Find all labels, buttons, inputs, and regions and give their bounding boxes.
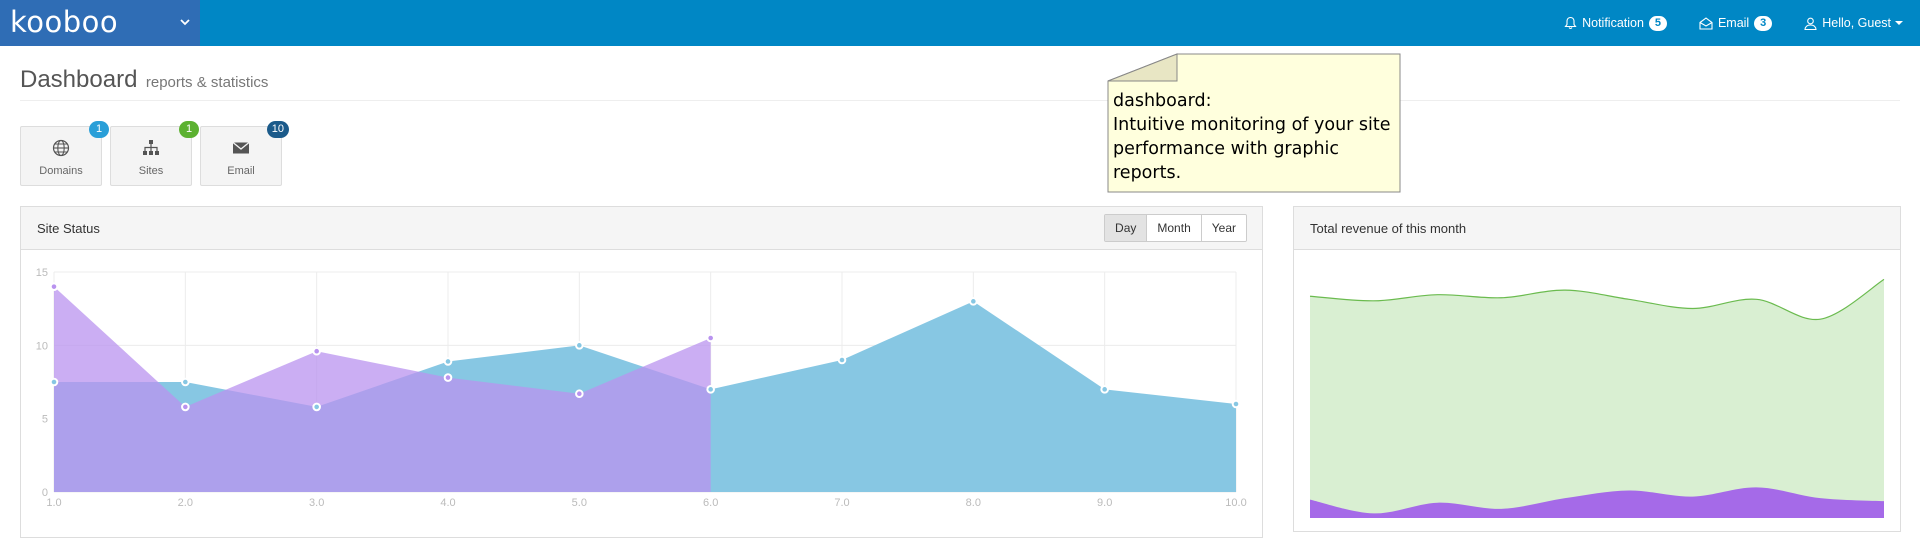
user-greeting: Hello, Guest xyxy=(1822,16,1891,30)
email-label: Email xyxy=(1717,16,1750,30)
tooltip-text: dashboard: Intuitive monitoring of your … xyxy=(1113,89,1393,185)
tile-label: Sites xyxy=(138,165,164,177)
x-tick-label: 10.0 xyxy=(1225,497,1246,509)
tile-email[interactable]: Email 10 xyxy=(200,121,289,186)
data-point xyxy=(49,282,59,291)
x-tick-label: 7.0 xyxy=(834,497,849,509)
site-status-header: Site Status Day Month Year xyxy=(21,207,1262,250)
y-tick-label: 10 xyxy=(36,340,48,352)
revenue-line xyxy=(1309,278,1885,321)
notification-menu[interactable]: Notification 5 xyxy=(1564,15,1667,31)
tile-badge: 10 xyxy=(266,121,289,138)
data-point xyxy=(49,377,59,387)
globe-icon xyxy=(52,139,70,157)
y-tick-label: 15 xyxy=(36,267,48,279)
sitemap-icon xyxy=(143,140,159,155)
envelope-icon xyxy=(232,141,250,154)
email-menu[interactable]: Email 3 xyxy=(1699,15,1773,31)
tooltip-body: Intuitive monitoring of your site perfor… xyxy=(1113,115,1391,183)
tile-badge: 1 xyxy=(89,121,109,138)
x-tick-label: 6.0 xyxy=(703,497,718,509)
user-menu[interactable]: Hello, Guest xyxy=(1804,16,1908,30)
tile-label: Domains xyxy=(39,165,83,177)
data-point xyxy=(312,346,321,356)
notification-label: Notification xyxy=(1582,16,1644,30)
envelope-open-icon xyxy=(1699,16,1713,30)
data-point xyxy=(969,297,978,306)
data-point xyxy=(575,389,584,399)
panel-title: Site Status xyxy=(37,221,100,236)
notification-count-badge: 5 xyxy=(1648,15,1667,31)
tile-badge: 1 xyxy=(179,121,199,138)
site-status-panel: Site Status Day Month Year 0 5 10 15 1.0 2.0 3… xyxy=(20,206,1263,538)
feature-tooltip: dashboard: Intuitive monitoring of your … xyxy=(1107,53,1402,194)
caret-down-icon xyxy=(1895,21,1903,25)
navbar-right: Notification 5 Email 3 Hello, Guest xyxy=(1564,0,1920,46)
x-tick-label: 9.0 xyxy=(1097,497,1112,509)
note-shape xyxy=(1107,53,1401,193)
series-area xyxy=(54,286,711,492)
data-point xyxy=(837,355,847,365)
revenue-header: Total revenue of this month xyxy=(1294,207,1900,250)
user-icon xyxy=(1804,17,1817,30)
x-tick-label: 2.0 xyxy=(178,497,193,509)
page-subtitle: reports & statistics xyxy=(145,74,269,91)
revenue-area xyxy=(1310,279,1884,518)
site-status-chart: 0 5 10 15 1.0 2.0 3.0 4.0 5.0 6.0 7.0 8.0 9.0 10.0 xyxy=(36,267,1247,509)
data-point xyxy=(575,341,584,350)
x-tick-label: 3.0 xyxy=(309,497,324,509)
shortcut-tiles: Domains 1 Sites 1 Email 10 xyxy=(20,121,290,186)
data-point xyxy=(706,333,715,343)
data-point xyxy=(1100,385,1109,394)
revenue-area xyxy=(1310,487,1884,518)
range-year-button[interactable]: Year xyxy=(1200,215,1246,241)
y-tick-label: 5 xyxy=(42,414,48,426)
x-tick-label: 5.0 xyxy=(572,497,587,509)
tile-label: Email xyxy=(227,165,255,177)
x-tick-label: 8.0 xyxy=(966,497,981,509)
top-navbar: kooboo Notification 5 Email 3 xyxy=(0,0,1920,46)
tile-sites[interactable]: Sites 1 xyxy=(110,121,199,186)
bell-icon xyxy=(1564,16,1577,30)
page-header: Dashboard reports & statistics xyxy=(20,66,1900,101)
data-point xyxy=(181,402,190,412)
range-month-button[interactable]: Month xyxy=(1146,215,1201,241)
data-point xyxy=(1231,399,1241,409)
data-point xyxy=(706,385,715,394)
brand-area: kooboo xyxy=(0,0,200,46)
y-tick-label: 0 xyxy=(42,487,48,499)
page-title: Dashboard xyxy=(20,66,138,93)
data-point xyxy=(443,357,453,366)
data-point xyxy=(181,377,190,387)
data-point xyxy=(312,402,321,412)
data-point xyxy=(443,373,453,382)
range-day-button[interactable]: Day xyxy=(1105,215,1147,241)
x-tick-label: 4.0 xyxy=(440,497,455,509)
range-toggle: Day Month Year xyxy=(1104,214,1247,242)
x-tick-label: 1.0 xyxy=(46,497,61,509)
kooboo-logo[interactable]: kooboo xyxy=(10,5,119,39)
revenue-panel: Total revenue of this month xyxy=(1293,206,1901,532)
email-count-badge: 3 xyxy=(1754,15,1773,31)
revenue-chart xyxy=(1309,278,1885,518)
tile-domains[interactable]: Domains 1 xyxy=(20,121,109,186)
panel-title: Total revenue of this month xyxy=(1310,221,1467,236)
tooltip-title: dashboard: xyxy=(1113,91,1212,111)
chevron-down-icon[interactable] xyxy=(176,13,194,31)
